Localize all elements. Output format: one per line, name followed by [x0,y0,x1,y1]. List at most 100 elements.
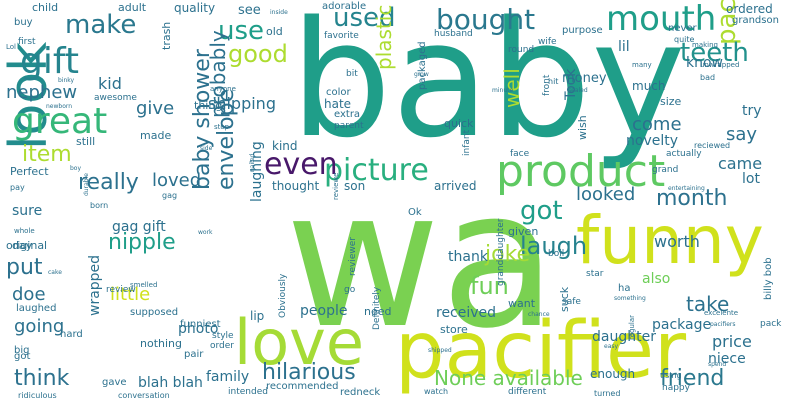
word-cloud-word: parent [334,121,364,131]
word-cloud-word: price [712,332,752,351]
word-cloud-word: little [110,284,151,305]
word-cloud-word: Perfect [10,165,49,178]
word-cloud-word: sure [12,203,43,219]
word-cloud-word: safe [562,297,581,307]
word-cloud-word: nothing [140,337,182,350]
word-cloud-word: excelente [704,309,739,317]
word-cloud-word: got [520,196,563,226]
word-cloud-word: use [218,16,265,46]
word-cloud-word: quick [444,117,474,130]
word-cloud-word: shipped [428,347,452,354]
word-cloud-word: friend [660,366,725,391]
word-cloud-word: want [508,297,536,310]
word-cloud-word: arrived [434,179,477,193]
word-cloud-word: recommended [266,381,339,392]
word-cloud-word: good [228,40,288,68]
word-cloud-word: big [14,345,30,356]
word-cloud-word: love [234,306,364,379]
word-cloud-word: think [14,366,70,391]
word-cloud-word: infant [462,129,472,156]
word-cloud-word: niece [708,351,746,367]
word-cloud-word: lil [618,39,630,55]
word-cloud-word: husband [434,29,473,39]
word-cloud-word: Ok [408,207,422,218]
word-cloud-word: gave [102,377,127,388]
word-cloud-word: size [660,95,682,108]
word-cloud-word: reciewed [694,141,731,150]
word-cloud-word: bit [346,69,358,79]
word-cloud-word: minute [492,87,514,94]
word-cloud-word: day [12,239,33,252]
word-cloud-word: pair [184,349,204,360]
word-cloud-word: photo [178,321,219,337]
word-cloud-word: family [206,369,250,385]
word-cloud-word: anyone [210,85,236,93]
word-cloud-word: made [140,129,172,142]
word-cloud-word: hit [548,77,559,86]
word-cloud-word: hilarious [262,360,356,385]
word-cloud-word: say [726,124,758,145]
word-cloud-word: try [742,103,762,119]
word-cloud-word: money [562,71,607,86]
word-cloud-word: using [660,371,682,380]
word-cloud-word: also [642,271,671,287]
word-cloud-word: boy [70,165,82,172]
word-cloud-word: going [14,316,65,337]
word-cloud-word: making [692,41,718,49]
word-cloud-word: novelty [626,133,679,149]
word-cloud-word: take [686,292,730,316]
word-cloud-word: given [508,225,539,238]
word-cloud-word: chance [528,311,550,318]
word-cloud-word: give [136,98,175,119]
word-cloud-word: reviewe [332,172,340,200]
word-cloud-word: bad [700,73,716,82]
word-cloud-word: worth [654,232,700,251]
word-cloud-word: even [264,147,338,182]
word-cloud-word: color [326,87,351,98]
word-cloud-word: daughter [592,329,656,345]
word-cloud-word: still [76,135,96,148]
word-cloud-word: gift [20,41,80,82]
word-cloud-word: hate [324,97,352,111]
word-cloud-word: smelled [130,281,158,289]
word-cloud-word: see [238,3,261,18]
word-cloud-word: wife [538,37,557,47]
word-cloud-word: thing [194,99,223,112]
word-cloud-word: lot [742,171,760,187]
word-cloud-word: wrapped [87,254,103,316]
word-cloud-word: round [508,45,535,55]
word-cloud-word: kid [98,74,122,93]
word-cloud-word: thought [272,179,320,193]
word-cloud-word: ha [618,283,631,294]
word-cloud-word: nephew [6,82,78,103]
word-cloud-word: many [632,61,652,69]
word-cloud-word: style [212,331,234,341]
word-cloud-word: teeth [680,38,749,68]
word-cloud-word: baby [290,0,686,173]
word-cloud-word: people [300,303,348,319]
word-cloud-word: buy [14,17,33,28]
word-cloud-word: nipple [108,230,176,255]
word-cloud-word: never [668,23,697,34]
word-cloud-word: item [22,142,72,167]
word-cloud-word: pay [10,183,25,192]
word-cloud-word: granddaughter [496,218,506,286]
word-cloud-word: enough [590,367,636,381]
word-cloud-word: Obviously [278,273,288,318]
word-cloud-word: picture [324,153,429,188]
word-cloud-word: shipping [208,94,276,113]
word-cloud-word: looked [576,184,636,205]
word-cloud-word: packaged [417,41,428,90]
word-cloud-word: actually [666,149,702,159]
word-cloud-word: grandson [732,15,779,26]
word-cloud-word: grand [652,165,679,175]
word-cloud-word: unwrapped [700,61,740,69]
word-cloud-word: quite [674,35,695,44]
word-cloud-word: plastic [372,4,396,70]
word-cloud-word: conversation [118,391,170,400]
word-cloud-word: lip [250,309,265,323]
word-cloud-word: sealed [568,87,588,94]
word-cloud-word: come [632,114,682,135]
word-cloud-word: great [12,101,108,142]
word-cloud-word: purpose [562,25,603,36]
